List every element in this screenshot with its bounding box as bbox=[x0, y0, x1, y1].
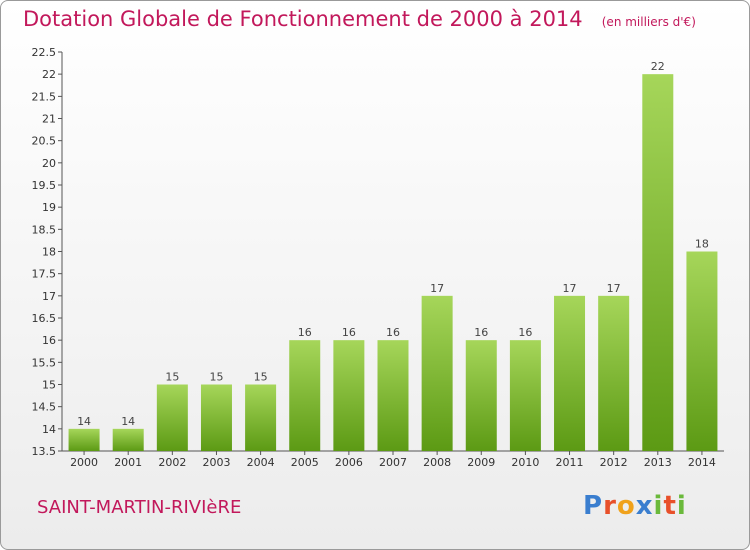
bar bbox=[421, 295, 453, 451]
town-name: SAINT-MARTIN-RIVIèRE bbox=[37, 497, 242, 518]
bar bbox=[200, 384, 232, 451]
logo-letter: i bbox=[653, 491, 664, 521]
bar bbox=[156, 384, 188, 451]
x-tick-label: 2006 bbox=[335, 456, 363, 469]
y-tick-label: 17.5 bbox=[32, 268, 57, 281]
x-tick-label: 2009 bbox=[467, 456, 495, 469]
x-tick-label: 2001 bbox=[114, 456, 142, 469]
y-tick-label: 15.5 bbox=[32, 356, 57, 369]
y-tick-label: 14.5 bbox=[32, 401, 57, 414]
x-tick-label: 2004 bbox=[247, 456, 275, 469]
y-tick-label: 17 bbox=[42, 290, 56, 303]
data-label: 16 bbox=[474, 326, 488, 339]
x-tick-label: 2011 bbox=[556, 456, 584, 469]
proxiti-logo: Proxiti bbox=[583, 491, 687, 521]
logo-letter: x bbox=[635, 491, 654, 521]
logo-letter: r bbox=[603, 491, 617, 521]
data-label: 14 bbox=[77, 415, 91, 428]
bar bbox=[68, 428, 100, 451]
bar bbox=[289, 340, 321, 451]
bar bbox=[554, 295, 586, 451]
y-tick-label: 21 bbox=[42, 113, 56, 126]
x-tick-label: 2008 bbox=[423, 456, 451, 469]
logo-letter: P bbox=[583, 491, 604, 521]
bar bbox=[112, 428, 144, 451]
y-tick-label: 18 bbox=[42, 246, 56, 259]
y-tick-label: 14 bbox=[42, 423, 56, 436]
bar bbox=[245, 384, 277, 451]
y-tick-label: 22 bbox=[42, 68, 56, 81]
data-label: 18 bbox=[695, 238, 709, 251]
data-label: 16 bbox=[298, 326, 312, 339]
x-tick-label: 2005 bbox=[291, 456, 319, 469]
y-tick-label: 19.5 bbox=[32, 179, 57, 192]
x-tick-label: 2014 bbox=[688, 456, 716, 469]
bar bbox=[598, 295, 630, 451]
data-label: 17 bbox=[563, 282, 577, 295]
y-tick-label: 18.5 bbox=[32, 223, 57, 236]
bar bbox=[377, 340, 409, 451]
data-label: 17 bbox=[430, 282, 444, 295]
data-label: 16 bbox=[518, 326, 532, 339]
y-tick-label: 16 bbox=[42, 334, 56, 347]
data-label: 16 bbox=[386, 326, 400, 339]
bar bbox=[465, 340, 497, 451]
y-tick-label: 20 bbox=[42, 157, 56, 170]
data-label: 15 bbox=[165, 371, 179, 384]
chart-unit: (en milliers d'€) bbox=[601, 15, 696, 29]
logo-letter: i bbox=[676, 491, 687, 521]
y-tick-label: 22.5 bbox=[32, 46, 57, 59]
x-tick-label: 2003 bbox=[202, 456, 230, 469]
bar bbox=[642, 74, 674, 452]
x-tick-label: 2010 bbox=[511, 456, 539, 469]
chart-header: Dotation Globale de Fonctionnement de 20… bbox=[23, 7, 696, 31]
y-tick-label: 15 bbox=[42, 379, 56, 392]
x-tick-label: 2013 bbox=[644, 456, 672, 469]
y-tick-label: 13.5 bbox=[32, 445, 57, 458]
bar bbox=[686, 251, 718, 451]
y-tick-label: 20.5 bbox=[32, 135, 57, 148]
logo-letter: t bbox=[663, 491, 677, 521]
x-tick-label: 2012 bbox=[600, 456, 628, 469]
x-tick-label: 2002 bbox=[158, 456, 186, 469]
bar bbox=[509, 340, 541, 451]
data-label: 14 bbox=[121, 415, 135, 428]
y-tick-label: 19 bbox=[42, 201, 56, 214]
chart-title: Dotation Globale de Fonctionnement de 20… bbox=[23, 7, 583, 31]
x-tick-label: 2007 bbox=[379, 456, 407, 469]
data-label: 22 bbox=[651, 60, 665, 73]
x-tick-label: 2000 bbox=[70, 456, 98, 469]
logo-letter: o bbox=[616, 491, 636, 521]
y-tick-label: 16.5 bbox=[32, 312, 57, 325]
data-label: 15 bbox=[254, 371, 268, 384]
data-label: 16 bbox=[342, 326, 356, 339]
data-label: 17 bbox=[607, 282, 621, 295]
data-label: 15 bbox=[209, 371, 223, 384]
bar bbox=[333, 340, 365, 451]
y-tick-label: 21.5 bbox=[32, 90, 57, 103]
